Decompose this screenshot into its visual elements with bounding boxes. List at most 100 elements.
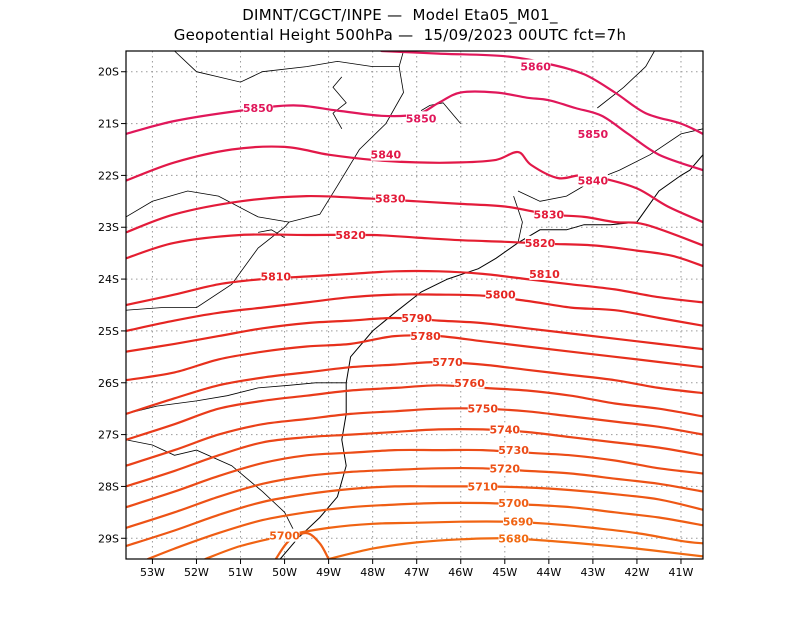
- x-tick-label: 49W: [316, 566, 341, 579]
- contour-label-bg: [370, 147, 401, 161]
- contour-label: 5740: [489, 423, 520, 436]
- contour-label: 5720: [489, 462, 520, 475]
- contour-label-bg: [577, 173, 608, 187]
- contour-label-bg: [520, 59, 551, 73]
- contour-line-5740: [126, 428, 703, 488]
- state-border: [597, 51, 655, 109]
- state-border: [126, 51, 404, 223]
- contour-label-bg: [467, 401, 498, 415]
- state-border: [126, 382, 347, 415]
- contour-label-bg: [269, 528, 300, 542]
- contour-label: 5820: [335, 229, 366, 242]
- y-tick-label: 21S: [98, 118, 119, 131]
- contour-line-5770: [126, 360, 703, 415]
- chart-subtitle: Geopotential Height 500hPa — 15/09/2023 …: [173, 26, 627, 44]
- contour-line-5710: [126, 485, 703, 548]
- x-tick-label: 48W: [360, 566, 385, 579]
- contour-label: 5840: [578, 175, 609, 188]
- x-tick-label: 53W: [140, 566, 165, 579]
- contour-line-5840: [126, 145, 703, 224]
- contour-layer: [126, 51, 703, 559]
- contour-label: 5850: [578, 128, 609, 141]
- contour-label-bg: [467, 479, 498, 493]
- contour-label-bg: [401, 310, 432, 324]
- contour-label-bg: [335, 228, 366, 242]
- plot-frame: [125, 50, 704, 560]
- contour-label: 5840: [371, 149, 402, 162]
- contour-line-5820: [126, 233, 703, 268]
- contour-line-5730: [126, 448, 703, 509]
- contour-label: 5710: [467, 480, 498, 493]
- contour-label: 5770: [432, 356, 463, 369]
- contour-label: 5790: [401, 312, 432, 325]
- contour-line-5750: [126, 407, 703, 467]
- contour-label: 5850: [406, 112, 437, 125]
- y-tick-label: 23S: [98, 221, 119, 234]
- contour-line-5700: [146, 501, 703, 559]
- contour-label: 5820: [525, 237, 556, 250]
- chart-title: DIMNT/CGCT/INPE — Model Eta05_M01_: [242, 6, 558, 24]
- state-border: [513, 195, 523, 243]
- contour-label-bg: [503, 514, 534, 528]
- contour-line-5700: [274, 531, 330, 559]
- x-tick-label: 44W: [536, 566, 561, 579]
- x-tick-label: 51W: [228, 566, 253, 579]
- state-border: [126, 221, 290, 311]
- contour-label: 5690: [503, 516, 534, 529]
- contour-label-bg: [375, 191, 406, 205]
- contour-label-bg: [498, 496, 529, 510]
- contour-line-5830: [126, 194, 703, 247]
- x-tick-label: 47W: [404, 566, 429, 579]
- reservoir-outline: [420, 102, 462, 124]
- contour-label: 5830: [534, 208, 565, 221]
- contour-label: 5750: [467, 403, 498, 416]
- contour-line-5810: [126, 269, 703, 307]
- x-tick-label: 43W: [580, 566, 605, 579]
- contour-label: 5810: [529, 268, 560, 281]
- y-tick-label: 29S: [98, 532, 119, 545]
- contour-label-bg: [243, 101, 274, 115]
- contour-label: 5730: [498, 444, 529, 457]
- contour-label: 5860: [520, 61, 551, 74]
- contour-label-bg: [498, 443, 529, 457]
- contour-label: 5680: [498, 532, 529, 545]
- contour-labels: 5860 5850 5850 5850 5840 5840 5830 5830 5820 5820…: [243, 59, 609, 545]
- contour-label: 5830: [375, 193, 406, 206]
- x-tick-label: 41W: [669, 566, 694, 579]
- x-tick-label: 52W: [184, 566, 209, 579]
- y-tick-label: 24S: [98, 273, 119, 286]
- y-tick-label: 28S: [98, 480, 119, 493]
- contour-label-bg: [529, 266, 560, 280]
- contour-label-bg: [485, 287, 516, 301]
- contour-line-5850: [126, 90, 703, 172]
- contour-label-bg: [525, 235, 556, 249]
- contour-label-bg: [260, 269, 291, 283]
- x-tick-label: 46W: [448, 566, 473, 579]
- contour-label: 5760: [454, 377, 485, 390]
- contour-label: 5700: [498, 497, 529, 510]
- y-tick-label: 27S: [98, 429, 119, 442]
- contour-line-5760: [126, 384, 703, 441]
- contour-label-bg: [577, 126, 608, 140]
- x-tick-label: 42W: [624, 566, 649, 579]
- contour-label-bg: [498, 531, 529, 545]
- y-tick-label: 22S: [98, 169, 119, 182]
- axis-ticks: 53W 52W 51W 50W 49W 48W 47W 46W 45W 44W 43W 42W 41W 2…: [98, 66, 694, 579]
- y-tick-label: 25S: [98, 325, 119, 338]
- contour-line-5800: [126, 293, 703, 332]
- contour-label: 5700: [269, 530, 300, 543]
- contour-label-bg: [489, 461, 520, 475]
- x-tick-label: 45W: [492, 566, 517, 579]
- contour-label: 5810: [260, 270, 291, 283]
- contour-line-5720: [126, 466, 703, 529]
- x-tick-label: 50W: [272, 566, 297, 579]
- contour-line-5860: [380, 51, 703, 135]
- contour-label: 5780: [410, 330, 441, 343]
- reservoir-outline: [332, 76, 347, 129]
- contour-label-bg: [406, 111, 437, 125]
- contour-label-bg: [489, 422, 520, 436]
- plot-area: [126, 51, 703, 559]
- contour-label-bg: [432, 355, 463, 369]
- state-border: [174, 51, 400, 83]
